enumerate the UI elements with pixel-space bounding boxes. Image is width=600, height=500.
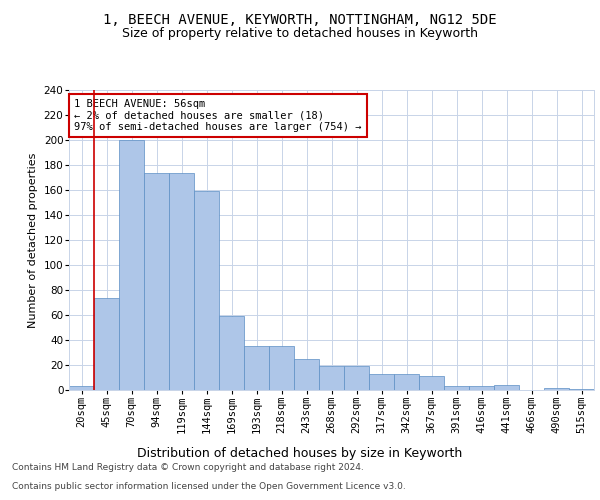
Bar	[219, 316, 244, 390]
Bar	[394, 374, 419, 390]
Text: Contains HM Land Registry data © Crown copyright and database right 2024.: Contains HM Land Registry data © Crown c…	[12, 464, 364, 472]
Bar	[244, 346, 269, 390]
Text: 1 BEECH AVENUE: 56sqm
← 2% of detached houses are smaller (18)
97% of semi-detac: 1 BEECH AVENUE: 56sqm ← 2% of detached h…	[74, 99, 362, 132]
Text: Size of property relative to detached houses in Keyworth: Size of property relative to detached ho…	[122, 28, 478, 40]
Text: Contains public sector information licensed under the Open Government Licence v3: Contains public sector information licen…	[12, 482, 406, 491]
Bar	[369, 374, 394, 390]
Bar	[319, 366, 344, 390]
Bar	[569, 389, 594, 390]
Bar	[269, 346, 294, 390]
Bar	[69, 386, 94, 390]
Bar	[144, 172, 169, 390]
Bar	[119, 140, 144, 390]
Bar	[544, 388, 569, 390]
Bar	[469, 386, 494, 390]
Bar	[494, 385, 519, 390]
Bar	[294, 359, 319, 390]
Bar	[419, 376, 444, 390]
Text: 1, BEECH AVENUE, KEYWORTH, NOTTINGHAM, NG12 5DE: 1, BEECH AVENUE, KEYWORTH, NOTTINGHAM, N…	[103, 12, 497, 26]
Text: Distribution of detached houses by size in Keyworth: Distribution of detached houses by size …	[137, 448, 463, 460]
Bar	[344, 366, 369, 390]
Bar	[194, 191, 219, 390]
Bar	[94, 298, 119, 390]
Bar	[444, 386, 469, 390]
Y-axis label: Number of detached properties: Number of detached properties	[28, 152, 38, 328]
Bar	[169, 172, 194, 390]
